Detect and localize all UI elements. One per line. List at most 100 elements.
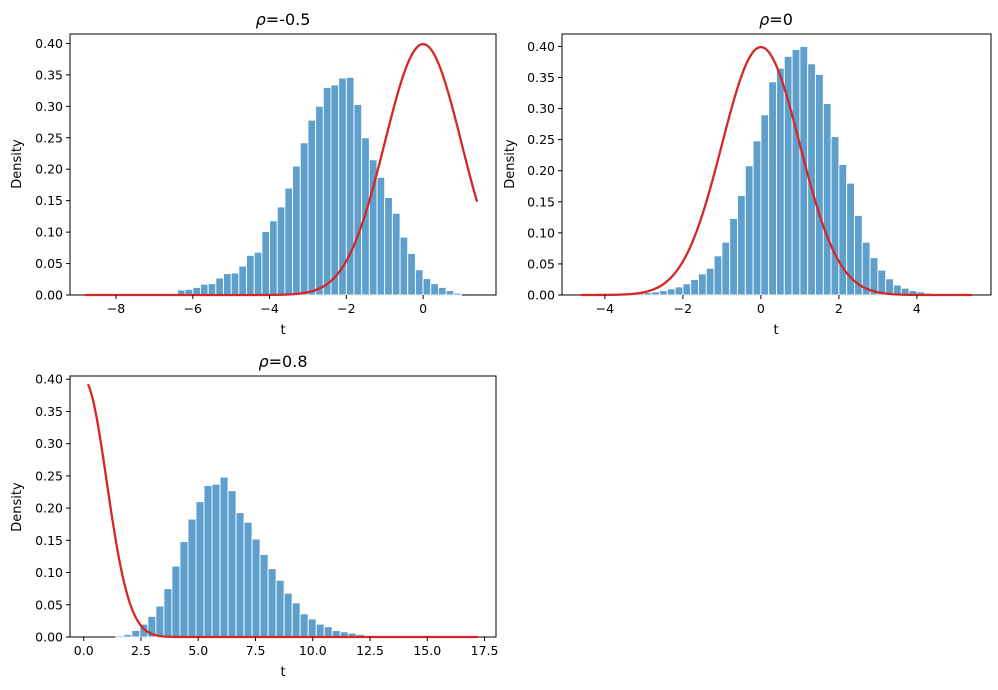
x-axis-ticks: 0.0 2.5 5.0 7.5 10.0 12.5 15.0 17.5 [74, 637, 499, 658]
y-tick-label: 0.25 [527, 132, 555, 147]
x-axis-ticks: −4 −2 0 2 4 [596, 295, 921, 316]
histogram-bar [791, 49, 801, 296]
y-axis-ticks: 0.00 0.05 0.10 0.15 0.20 0.25 0.30 0.35 0.40 [35, 372, 70, 645]
y-tick-label: 0.00 [527, 288, 555, 303]
histogram-bar [307, 119, 317, 296]
normal-pdf-curve [87, 383, 479, 639]
y-tick-label: 0.40 [35, 36, 63, 51]
y-tick-label: 0.30 [527, 101, 555, 116]
y-tick-label: 0.25 [35, 130, 63, 145]
y-axis-ticks: 0.00 0.05 0.10 0.15 0.20 0.25 0.30 0.35 0.40 [35, 36, 70, 303]
histogram-bar [666, 288, 676, 296]
x-tick-label: −4 [260, 301, 278, 316]
x-tick-label: −6 [184, 301, 202, 316]
x-tick-label: −2 [337, 301, 355, 316]
histogram-bar [453, 292, 462, 296]
histogram-bars [115, 476, 389, 638]
x-axis-label: t [280, 665, 285, 680]
y-axis-label: Density [503, 139, 518, 189]
histogram-bar [195, 501, 205, 638]
y-tick-label: 0.25 [35, 468, 63, 483]
histogram-bar [261, 231, 271, 296]
histogram-bar [230, 272, 240, 296]
y-axis-label: Density [10, 139, 25, 189]
histogram-bar [445, 290, 455, 296]
x-tick-label: 2 [835, 301, 843, 316]
x-tick-label: 7.5 [246, 643, 266, 658]
y-tick-label: 0.10 [35, 565, 63, 580]
histogram-bar [384, 197, 393, 296]
histogram-bar [235, 512, 245, 638]
histogram-bar [391, 212, 401, 296]
y-tick-label: 0.15 [35, 193, 63, 208]
x-tick-label: 12.5 [356, 643, 384, 658]
y-tick-label: 0.10 [527, 225, 555, 240]
histogram-bar [651, 291, 660, 296]
histogram-bar [284, 187, 294, 296]
histogram-bar [776, 67, 785, 296]
y-axis-label: Density [10, 482, 25, 532]
histogram-bar [713, 255, 723, 296]
x-axis-label: t [280, 323, 285, 338]
normal-pdf-curve [580, 45, 973, 297]
histogram-bar [838, 164, 848, 296]
histogram-bar [353, 103, 363, 296]
x-tick-label: 0.0 [74, 643, 94, 658]
histogram-bar [267, 568, 277, 638]
histogram-bar [376, 176, 386, 296]
y-tick-label: 0.35 [35, 404, 63, 419]
histogram-bar [737, 195, 746, 296]
histogram-bar [422, 278, 432, 296]
histogram-bars [177, 76, 462, 296]
histogram-bar [399, 236, 409, 296]
histogram-bar [131, 630, 141, 638]
x-tick-label: 15.0 [413, 643, 441, 658]
histogram-bar [307, 618, 317, 638]
y-tick-label: 0.30 [35, 436, 63, 451]
y-axis-ticks: 0.00 0.05 0.10 0.15 0.20 0.25 0.30 0.35 0.40 [527, 39, 562, 303]
x-axis-label: t [773, 323, 778, 338]
histogram-bar [674, 286, 684, 296]
x-tick-label: −4 [596, 301, 614, 316]
normal-pdf-curve [84, 42, 478, 297]
x-tick-label: 4 [913, 301, 921, 316]
y-tick-label: 0.05 [35, 256, 63, 271]
histogram-bar [219, 476, 229, 638]
histogram-bar [269, 220, 278, 296]
histogram-bar [698, 273, 707, 296]
histogram-bar [721, 241, 731, 296]
y-tick-label: 0.05 [35, 597, 63, 612]
x-tick-label: 0 [757, 301, 765, 316]
histogram-bar [187, 518, 197, 638]
histogram-bar [203, 485, 213, 638]
x-tick-label: 10.0 [299, 643, 327, 658]
y-tick-label: 0.15 [35, 533, 63, 548]
histogram-bar [690, 279, 699, 296]
y-tick-label: 0.15 [527, 194, 555, 209]
histogram-bar [323, 626, 333, 638]
histogram-bar [227, 490, 237, 638]
histogram-bar [705, 267, 715, 296]
histogram-bar [682, 283, 692, 296]
x-tick-label: 5.0 [188, 643, 208, 658]
x-tick-label: −8 [107, 301, 125, 316]
y-tick-label: 0.30 [35, 99, 63, 114]
y-tick-label: 0.00 [35, 630, 63, 645]
histogram-bar [729, 218, 738, 296]
histogram-bar [315, 623, 325, 638]
histogram-bar [345, 76, 355, 296]
histogram-bar [292, 165, 301, 296]
histogram-bar [322, 87, 332, 296]
histogram-bar [123, 633, 133, 638]
x-axis-ticks: −8 −6 −4 −2 0 [107, 295, 427, 316]
y-tick-label: 0.35 [527, 70, 555, 85]
y-tick-label: 0.35 [35, 67, 63, 82]
histogram-bar [744, 165, 754, 296]
histogram-bar [752, 140, 762, 296]
histogram-bar [223, 273, 232, 296]
y-tick-label: 0.05 [527, 256, 555, 271]
chart-title: ρ=-0.5 [256, 10, 311, 29]
histogram-bar [251, 538, 261, 638]
x-tick-label: 17.5 [471, 643, 499, 658]
